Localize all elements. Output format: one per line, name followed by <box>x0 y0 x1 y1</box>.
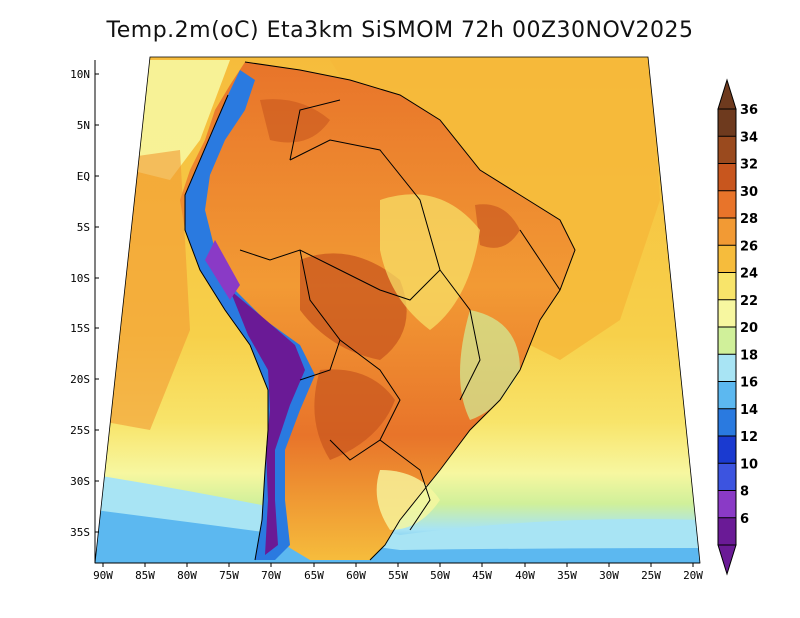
colorbar-label: 28 <box>740 212 758 227</box>
lat-label: 5S <box>77 221 90 234</box>
lon-label: 60W <box>346 569 366 582</box>
colorbar-cell <box>718 381 736 410</box>
colorbar-cell <box>718 299 736 328</box>
lat-label: 15S <box>70 322 90 335</box>
colorbar-cell <box>718 354 736 382</box>
lon-label: 65W <box>304 569 324 582</box>
country-borders <box>184 61 576 561</box>
lon-label: 50W <box>430 569 450 582</box>
andes-coldest-core <box>230 290 305 555</box>
colorbar-label: 36 <box>740 103 758 118</box>
lon-tick-labels: 90W 85W 80W 75W 70W 65W 60W 55W 50W 45W … <box>93 569 703 582</box>
colorbar-top-arrow <box>717 78 737 110</box>
lon-label: 85W <box>135 569 155 582</box>
colorbar-cell <box>718 517 736 546</box>
colorbar-cell <box>718 463 736 491</box>
map-field <box>95 57 700 563</box>
colorbar-bottom-arrow <box>717 544 737 576</box>
chaco-hot-patch <box>314 369 395 460</box>
hot-interior-patch <box>300 253 407 360</box>
colorbar-cell <box>718 272 736 301</box>
south-cold-band <box>95 510 700 563</box>
lat-label: EQ <box>77 170 90 183</box>
lat-tick-labels: 10N 5N EQ 5S 10S 15S 20S 25S 30S 35S <box>70 68 90 539</box>
colorbar-label: 6 <box>740 512 749 527</box>
plateau-mild-area <box>380 194 480 330</box>
south-brazil-mild-area <box>376 470 440 530</box>
colorbar-cell <box>718 327 736 355</box>
colorbar-cell <box>718 136 736 164</box>
lon-tick-marks <box>102 563 694 567</box>
lat-tick-marks <box>95 73 99 533</box>
colorbar-cell <box>718 109 736 137</box>
lon-label: 55W <box>388 569 408 582</box>
colorbar-label: 22 <box>740 294 758 309</box>
colorbar: 36 34 32 30 28 26 24 22 20 18 16 14 12 10 8 6 <box>717 78 758 576</box>
lat-label: 30S <box>70 475 90 488</box>
northeast-hot-patch <box>475 204 520 248</box>
colorbar-cell <box>718 436 736 464</box>
lon-label: 90W <box>93 569 113 582</box>
lat-label: 10S <box>70 272 90 285</box>
colorbar-cell <box>718 490 736 519</box>
island-marker <box>98 181 102 185</box>
colorbar-label: 30 <box>740 185 758 200</box>
colorbar-cell <box>718 245 736 273</box>
island-marker <box>104 184 108 188</box>
colorbar-cell <box>718 190 736 219</box>
lon-label: 75W <box>219 569 239 582</box>
colorbar-label: 8 <box>740 485 749 500</box>
lat-label: 20S <box>70 373 90 386</box>
lat-label: 5N <box>77 119 90 132</box>
colorbar-label: 32 <box>740 158 758 173</box>
lat-label: 25S <box>70 424 90 437</box>
lon-label: 20W <box>683 569 703 582</box>
colorbar-label: 14 <box>740 403 758 418</box>
colorbar-label: 34 <box>740 130 758 145</box>
lon-label: 35W <box>557 569 577 582</box>
colorbar-cell <box>718 408 736 437</box>
lon-label: 25W <box>641 569 661 582</box>
andes-peru-cold <box>205 240 240 300</box>
lon-label: 45W <box>472 569 492 582</box>
map-title: Temp.2m(oC) Eta3km SiSMOM 72h 00Z30NOV20… <box>106 18 694 43</box>
colorbar-cell <box>718 218 736 246</box>
colorbar-cell <box>718 163 736 192</box>
lon-label: 40W <box>515 569 535 582</box>
colorbar-label: 18 <box>740 348 758 363</box>
lon-label: 30W <box>599 569 619 582</box>
colorbar-label: 20 <box>740 321 758 336</box>
lon-label: 70W <box>261 569 281 582</box>
colorbar-label: 10 <box>740 457 758 472</box>
lat-label: 35S <box>70 526 90 539</box>
pacific-cool-area <box>130 60 230 180</box>
lon-label: 80W <box>177 569 197 582</box>
colorbar-label: 16 <box>740 376 758 391</box>
colorbar-label: 24 <box>740 267 758 282</box>
lat-label: 10N <box>70 68 90 81</box>
colorbar-label: 26 <box>740 239 758 254</box>
north-hot-patch <box>260 99 330 143</box>
colorbar-label: 12 <box>740 430 758 445</box>
